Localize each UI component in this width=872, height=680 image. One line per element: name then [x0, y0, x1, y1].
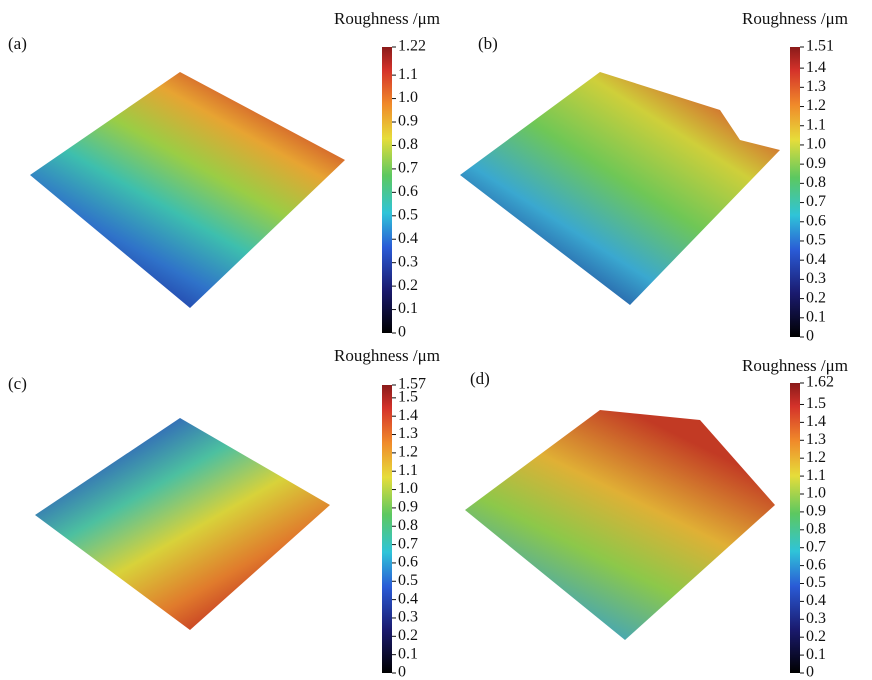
tick-label: 1.0: [806, 136, 826, 153]
colorbar-title: Roughness /μm: [334, 9, 440, 28]
tick-label: 0.6: [398, 183, 418, 200]
figure: (a)Roughness /μm00.10.20.30.40.50.60.70.…: [0, 0, 872, 680]
panel-label: (d): [470, 369, 490, 388]
tick-label: 0.8: [398, 517, 418, 534]
tick-label: 1.1: [398, 462, 418, 479]
tick-label: 0.1: [806, 646, 826, 663]
tick-label: 0.8: [806, 520, 826, 537]
tick-label: 0.5: [398, 206, 418, 223]
tick-label: 0.4: [806, 592, 826, 609]
tick-label: 0.6: [806, 556, 826, 573]
tick-label: 0.8: [398, 136, 418, 153]
tick-label: 1.1: [398, 66, 418, 83]
tick-label: 1.57: [398, 376, 426, 393]
tick-label: 0.2: [398, 627, 418, 644]
tick-label: 1.1: [806, 467, 826, 484]
colorbar: [382, 385, 392, 673]
tick-label: 1.4: [806, 413, 826, 430]
tick-label: 1.4: [806, 59, 826, 76]
tick-label: 0.3: [806, 270, 826, 287]
tick-label: 1.62: [806, 374, 834, 391]
tick-label: 1.3: [806, 78, 826, 95]
tick-label: 1.0: [806, 485, 826, 502]
tick-label: 0.1: [398, 300, 418, 317]
colorbar: [790, 47, 800, 337]
tick-label: 1.2: [806, 97, 826, 114]
panel-label: (c): [8, 374, 27, 393]
tick-label: 0.7: [398, 160, 418, 177]
tick-label: 0.9: [806, 503, 826, 520]
tick-label: 0: [398, 324, 406, 341]
surface: [460, 72, 780, 305]
tick-label: 0.4: [398, 230, 418, 247]
tick-label: 0.7: [806, 538, 826, 555]
tick-label: 0.3: [806, 610, 826, 627]
tick-label: 1.5: [806, 395, 826, 412]
surface: [35, 418, 330, 630]
tick-label: 0.7: [806, 193, 826, 210]
tick-label: 0: [398, 664, 406, 680]
surface: [30, 72, 345, 308]
tick-label: 0.1: [398, 645, 418, 662]
tick-label: 0.4: [398, 590, 418, 607]
tick-label: 0.7: [398, 535, 418, 552]
tick-label: 0.8: [806, 174, 826, 191]
colorbar: [382, 47, 392, 333]
tick-label: 0.3: [398, 609, 418, 626]
tick-label: 0: [806, 664, 814, 680]
surface: [465, 410, 775, 640]
tick-label: 0: [806, 328, 814, 345]
tick-label: 1.0: [398, 89, 418, 106]
tick-label: 0.2: [806, 628, 826, 645]
tick-label: 1.22: [398, 38, 426, 55]
tick-label: 1.1: [806, 116, 826, 133]
tick-label: 0.2: [806, 289, 826, 306]
colorbar: [790, 383, 800, 673]
tick-label: 1.2: [398, 444, 418, 461]
colorbar-title: Roughness /μm: [742, 9, 848, 28]
tick-label: 0.5: [806, 232, 826, 249]
tick-label: 1.3: [398, 425, 418, 442]
tick-label: 0.6: [806, 212, 826, 229]
colorbar-title: Roughness /μm: [334, 346, 440, 365]
tick-label: 1.4: [398, 407, 418, 424]
tick-label: 0.1: [806, 308, 826, 325]
tick-label: 0.5: [806, 574, 826, 591]
panel-label: (a): [8, 34, 27, 53]
tick-label: 0.5: [398, 572, 418, 589]
tick-label: 0.3: [398, 253, 418, 270]
tick-label: 0.9: [398, 113, 418, 130]
colorbar-title: Roughness /μm: [742, 356, 848, 375]
tick-label: 1.2: [806, 449, 826, 466]
tick-label: 0.6: [398, 554, 418, 571]
tick-label: 1.3: [806, 431, 826, 448]
tick-label: 0.4: [806, 251, 826, 268]
tick-label: 0.9: [398, 499, 418, 516]
tick-label: 0.9: [806, 155, 826, 172]
panel-label: (b): [478, 34, 498, 53]
tick-label: 0.2: [398, 277, 418, 294]
tick-label: 1.51: [806, 38, 834, 55]
tick-label: 1.0: [398, 480, 418, 497]
